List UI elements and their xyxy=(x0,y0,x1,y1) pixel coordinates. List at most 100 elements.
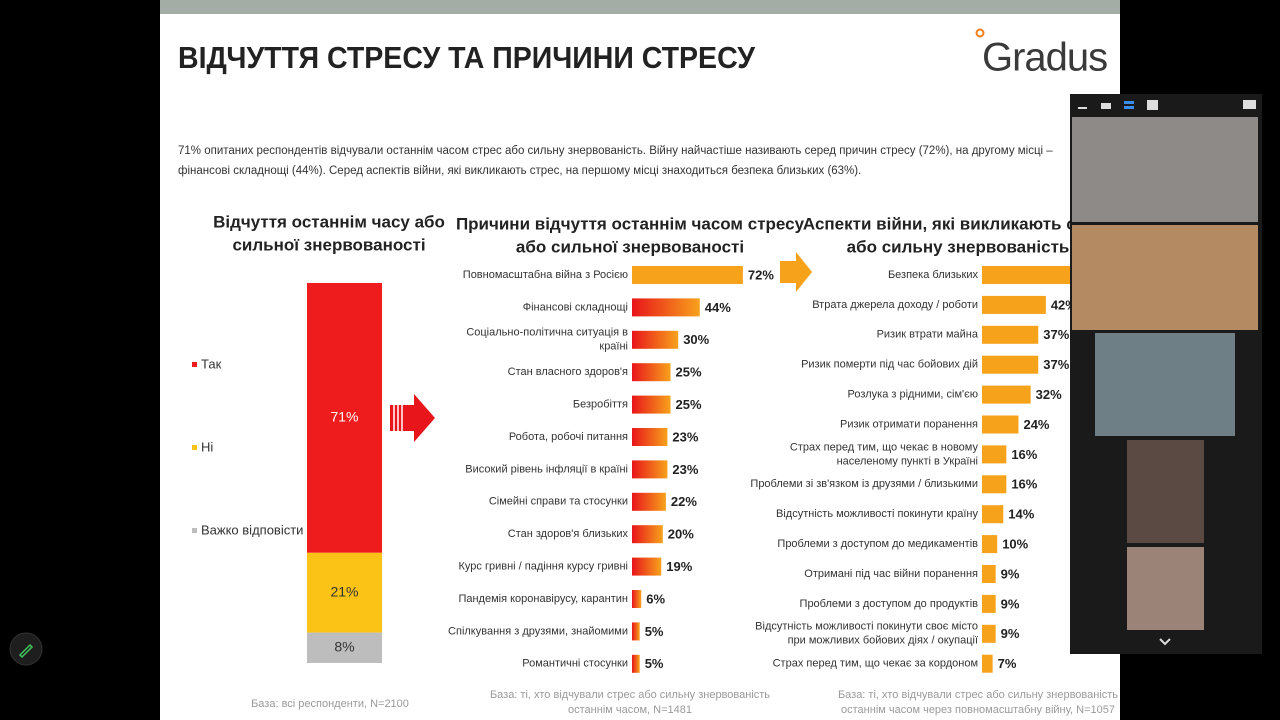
value-label: 25% xyxy=(676,365,702,380)
category-label: Високий рівень інфляції в країні xyxy=(465,463,628,475)
bar xyxy=(632,654,640,673)
value-label: 5% xyxy=(645,624,664,639)
value-label: 37% xyxy=(1043,357,1069,372)
bar-segment xyxy=(307,552,382,633)
base-note: База: ті, хто відчували стрес або сильну… xyxy=(490,689,770,701)
base-note: База: всі респонденти, N=2100 xyxy=(251,698,409,710)
value-label: 5% xyxy=(645,656,664,671)
value-label: 32% xyxy=(1036,387,1062,402)
logo: Gradus xyxy=(982,36,1107,80)
bar xyxy=(632,363,671,382)
bar xyxy=(982,624,996,643)
category-label: Безробіття xyxy=(573,399,628,411)
value-label: 7% xyxy=(998,656,1017,671)
value-label: 23% xyxy=(672,429,698,444)
value-label: 20% xyxy=(668,527,694,542)
participant-video[interactable] xyxy=(1072,225,1258,330)
value-label: 24% xyxy=(1023,417,1049,432)
category-label: Проблеми з доступом до продуктів xyxy=(800,598,979,610)
category-label: Відсутність можливості покинути своє міс… xyxy=(755,621,978,633)
value-label: 22% xyxy=(671,494,697,509)
chart-title: сильної знервованості xyxy=(232,235,425,254)
legend-label: Так xyxy=(201,356,222,371)
bar xyxy=(632,557,662,576)
orange-arrow xyxy=(780,252,812,292)
category-label: Стан власного здоров'я xyxy=(508,366,628,378)
category-label: Фінансові складнощі xyxy=(523,301,628,313)
value-label: 8% xyxy=(334,639,354,655)
category-label: Робота, робочі питання xyxy=(509,431,628,443)
pencil-icon xyxy=(18,643,34,659)
chart-title: або сильну знервованість xyxy=(847,237,1070,256)
legend-swatch xyxy=(192,362,197,367)
category-label: Страх перед тим, що чекає за кордоном xyxy=(773,658,978,670)
summary-line: 71% опитаних респондентів відчували оста… xyxy=(178,145,1053,157)
participant-video[interactable] xyxy=(1095,333,1235,436)
bar xyxy=(632,460,668,479)
legend-label: Ні xyxy=(201,439,213,454)
category-label: населеному пункті в Україні xyxy=(837,455,978,467)
category-label: Страх перед тим, що чекає в новому xyxy=(790,441,979,453)
chart-title: Відчуття останнім часу або xyxy=(213,212,445,231)
base-note: останнім часом, N=1481 xyxy=(568,704,692,716)
view-icon[interactable] xyxy=(1101,103,1111,109)
value-label: 72% xyxy=(748,267,774,282)
logo-dot xyxy=(975,28,985,38)
bar xyxy=(982,415,1019,434)
bar xyxy=(982,445,1007,464)
category-label: Розлука з рідними, сім'єю xyxy=(847,389,978,401)
slide-top-bar xyxy=(160,0,1120,14)
participant-video[interactable] xyxy=(1127,547,1204,630)
chart-title: або сильної знервованості xyxy=(516,237,744,256)
value-label: 6% xyxy=(646,591,665,606)
category-label: Проблеми зі зв'язком із друзями / близьк… xyxy=(750,478,978,490)
value-label: 21% xyxy=(330,583,358,599)
bar xyxy=(982,385,1031,404)
category-label: Проблеми з доступом до медикаментів xyxy=(777,538,978,550)
layout-icon[interactable] xyxy=(1243,100,1256,109)
value-label: 9% xyxy=(1001,566,1020,581)
bar xyxy=(632,525,663,544)
value-label: 9% xyxy=(1001,626,1020,641)
gallery-icon[interactable] xyxy=(1147,100,1158,110)
bar xyxy=(982,535,998,554)
value-label: 30% xyxy=(683,332,709,347)
category-label: країні xyxy=(599,341,628,353)
value-label: 23% xyxy=(672,462,698,477)
collapse-icon[interactable] xyxy=(1159,638,1171,646)
chart-title: Аспекти війни, які викликають стрес xyxy=(803,214,1113,233)
participant-video[interactable] xyxy=(1127,440,1204,543)
panel-toolbar xyxy=(1078,100,1256,110)
speaker-view-icon[interactable] xyxy=(1124,101,1134,104)
bar xyxy=(982,654,993,673)
bar xyxy=(982,594,996,613)
value-label: 16% xyxy=(1011,447,1037,462)
bar xyxy=(632,395,671,414)
category-label: Романтичні стосунки xyxy=(522,658,628,670)
bar xyxy=(632,266,743,284)
legend-swatch xyxy=(192,445,197,450)
chart-title: Причини відчуття останнім часом стресу xyxy=(456,214,805,233)
value-label: 14% xyxy=(1008,507,1034,522)
bar xyxy=(982,266,1078,284)
red-arrow xyxy=(390,394,435,442)
bar-segment xyxy=(307,632,382,663)
value-label: 16% xyxy=(1011,477,1037,492)
bar xyxy=(632,330,679,349)
category-label: Спілкування з друзями, знайомими xyxy=(448,625,628,637)
category-label: Ризик померти під час бойових дій xyxy=(801,359,978,371)
bar xyxy=(632,428,668,446)
minimize-icon[interactable] xyxy=(1078,107,1087,109)
category-label: Безпека близьких xyxy=(888,269,979,281)
summary-line: фінансові складнощі (44%). Серед аспекті… xyxy=(178,165,861,177)
participant-video[interactable] xyxy=(1072,117,1258,222)
bar xyxy=(982,505,1004,524)
value-label: 71% xyxy=(330,409,358,425)
speaker-view-icon[interactable] xyxy=(1124,106,1134,109)
bar xyxy=(632,298,700,317)
legend-swatch xyxy=(192,528,197,533)
bar xyxy=(632,590,642,608)
category-label: Отримані під час війни поранення xyxy=(804,568,978,580)
